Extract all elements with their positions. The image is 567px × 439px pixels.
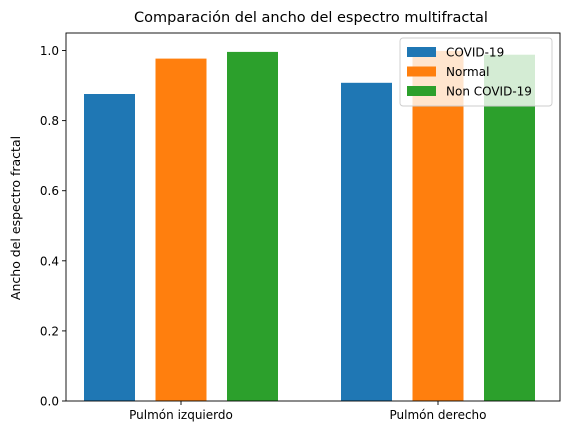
chart-title: Comparación del ancho del espectro multi…: [134, 10, 488, 26]
y-tick-label: 0.2: [40, 324, 59, 338]
bar-non-covid-19-1: [484, 54, 535, 401]
y-tick-label: 0.0: [40, 395, 59, 409]
bar-normal-0: [155, 58, 207, 401]
bar-non-covid-19-0: [227, 51, 278, 402]
legend-label: Non COVID-19: [446, 85, 532, 99]
legend: COVID-19 Normal Non COVID-19: [399, 37, 553, 107]
bar-covid-19-1: [341, 82, 392, 402]
legend-label: Normal: [446, 65, 489, 79]
y-tick-label: 0.4: [40, 254, 59, 268]
y-tick-label: 0.8: [40, 114, 59, 128]
legend-label: COVID-19: [446, 46, 504, 60]
legend-swatch: [407, 86, 436, 96]
x-tick-label: Pulmón izquierdo: [129, 408, 233, 422]
x-tick-label: Pulmón derecho: [389, 408, 486, 422]
bar-covid-19-0: [84, 94, 135, 401]
plot-frame: [65, 32, 561, 402]
y-axis-label: Ancho del espectro fractal: [8, 136, 23, 300]
legend-box: [399, 37, 553, 107]
bars-layer: [84, 50, 535, 402]
legend-swatch: [407, 66, 436, 77]
legend-swatch: [407, 47, 436, 57]
bar-normal-1: [412, 50, 464, 402]
axes-layer: 0.0 0.2 0.4 0.6 0.8 1.0 Pulmón izquierdo Pulmón…: [40, 32, 561, 422]
y-tick-label: 1.0: [40, 44, 59, 58]
y-tick-label: 0.6: [40, 184, 59, 198]
